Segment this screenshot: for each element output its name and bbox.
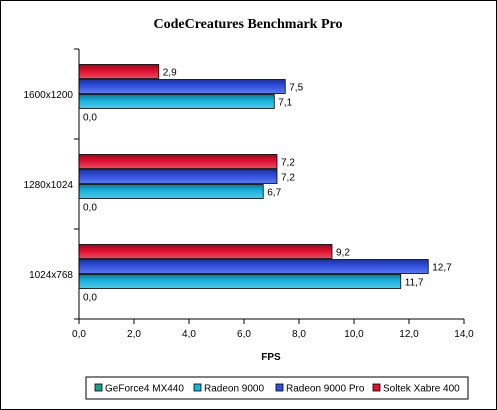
bar-soltek-xabre-400-1280x1024	[78, 154, 278, 169]
x-tick-label: 10,0	[344, 329, 364, 340]
category-label: 1024x768	[29, 270, 73, 281]
bar-radeon-9000-pro-1600x1200	[78, 79, 286, 94]
data-label: 7,2	[281, 158, 295, 169]
x-tick-label: 12,0	[399, 329, 419, 340]
data-label: 0,0	[83, 293, 97, 304]
x-tick-label: 2,0	[127, 329, 141, 340]
legend-label: Radeon 9000 Pro	[286, 384, 365, 395]
bar-soltek-xabre-400-1024x768	[78, 244, 333, 259]
data-label: 6,7	[267, 188, 281, 199]
legend-swatch	[94, 383, 103, 392]
legend: GeForce4 MX440 Radeon 9000 Radeon 9000 Pro…	[85, 376, 469, 400]
category-label: 1600x1200	[24, 90, 74, 101]
category-label: 1280x1024	[24, 180, 74, 191]
data-label: 2,9	[163, 68, 177, 79]
data-label: 9,2	[336, 248, 350, 259]
bar-radeon-9000-1600x1200	[78, 94, 275, 109]
data-label: 12,7	[432, 263, 452, 274]
data-label: 11,7	[405, 278, 424, 289]
legend-swatch	[372, 383, 381, 392]
x-tick-label: 14,0	[454, 329, 474, 340]
x-axis-title: FPS	[261, 352, 281, 363]
legend-swatch	[193, 383, 202, 392]
chart-title: CodeCreatures Benchmark Pro	[154, 17, 343, 32]
bar-radeon-9000-pro-1024x768	[78, 259, 429, 274]
data-label: 0,0	[83, 113, 97, 124]
x-tick-label: 0,0	[72, 329, 86, 340]
legend-label: GeForce4 MX440	[105, 384, 184, 395]
bar-radeon-9000-1280x1024	[78, 184, 264, 199]
legend-label: Radeon 9000	[204, 384, 264, 395]
bar-soltek-xabre-400-1600x1200	[78, 64, 160, 79]
legend-label: Soltek Xabre 400	[383, 384, 460, 395]
x-tick-label: 8,0	[292, 329, 306, 340]
data-label: 7,1	[278, 98, 292, 109]
data-label: 7,2	[281, 173, 295, 184]
data-label: 7,5	[289, 83, 303, 94]
data-label: 0,0	[83, 203, 97, 214]
legend-swatch	[275, 383, 284, 392]
x-tick-label: 6,0	[237, 329, 251, 340]
x-tick-label: 4,0	[182, 329, 196, 340]
plot-area: 0,07,17,52,91600x12000,06,77,27,21280x10…	[24, 48, 474, 340]
bar-radeon-9000-pro-1280x1024	[78, 169, 278, 184]
bar-radeon-9000-1024x768	[78, 274, 402, 289]
